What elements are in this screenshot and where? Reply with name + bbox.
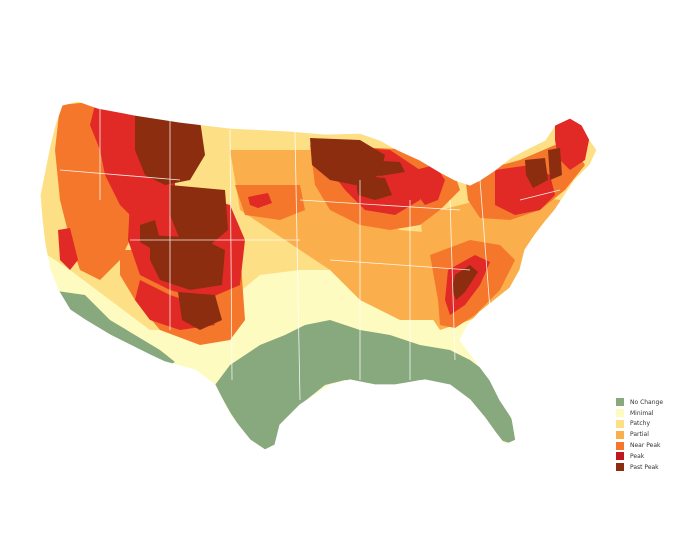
region-pastpeak-nm [178, 292, 222, 330]
legend-label: Near Peak [630, 442, 661, 450]
legend-swatch [616, 409, 624, 418]
region-peak-nebraska-spot [248, 193, 272, 208]
region-pastpeak-wv-ridge [452, 265, 478, 300]
region-nochange-southern [215, 320, 516, 450]
legend-label: No Change [630, 398, 664, 406]
legend-item: Patchy [616, 419, 663, 430]
legend-label: Peak [630, 452, 645, 460]
legend-item: Peak [616, 451, 663, 462]
legend: No Change Minimal Patchy Partial Near Peak Pe… [616, 397, 663, 473]
legend-label: Patchy [630, 420, 651, 428]
legend-item: Near Peak [616, 440, 663, 451]
legend-swatch [616, 430, 624, 439]
region-pastpeak-colorado [150, 235, 225, 290]
region-pastpeak-wyoming [170, 185, 228, 245]
legend-item: Partial [616, 429, 663, 440]
legend-label: Partial [630, 431, 649, 439]
legend-swatch [616, 398, 624, 407]
region-pastpeak-michigan-up [365, 160, 405, 176]
legend-label: Minimal [630, 409, 654, 417]
region-peak-michigan [415, 165, 445, 205]
region-pastpeak-vermont [525, 158, 548, 188]
region-pastpeak-nh [548, 148, 562, 180]
state-borders [59, 105, 561, 401]
legend-item: Minimal [616, 408, 663, 419]
legend-label: Past Peak [630, 463, 659, 471]
region-peak-maine [555, 118, 590, 170]
region-nochange-west [50, 290, 175, 370]
legend-item: Past Peak [616, 462, 663, 473]
region-peak-california [58, 228, 78, 270]
legend-swatch [616, 463, 624, 472]
us-outline [39, 100, 598, 451]
legend-swatch [616, 419, 624, 428]
legend-swatch [616, 452, 624, 461]
region-pastpeak-idaho [140, 220, 160, 248]
region-pastpeak-wisconsin [355, 175, 392, 200]
region-pastpeak-minnesota [310, 138, 385, 185]
legend-item: No Change [616, 397, 663, 408]
legend-swatch [616, 441, 624, 450]
